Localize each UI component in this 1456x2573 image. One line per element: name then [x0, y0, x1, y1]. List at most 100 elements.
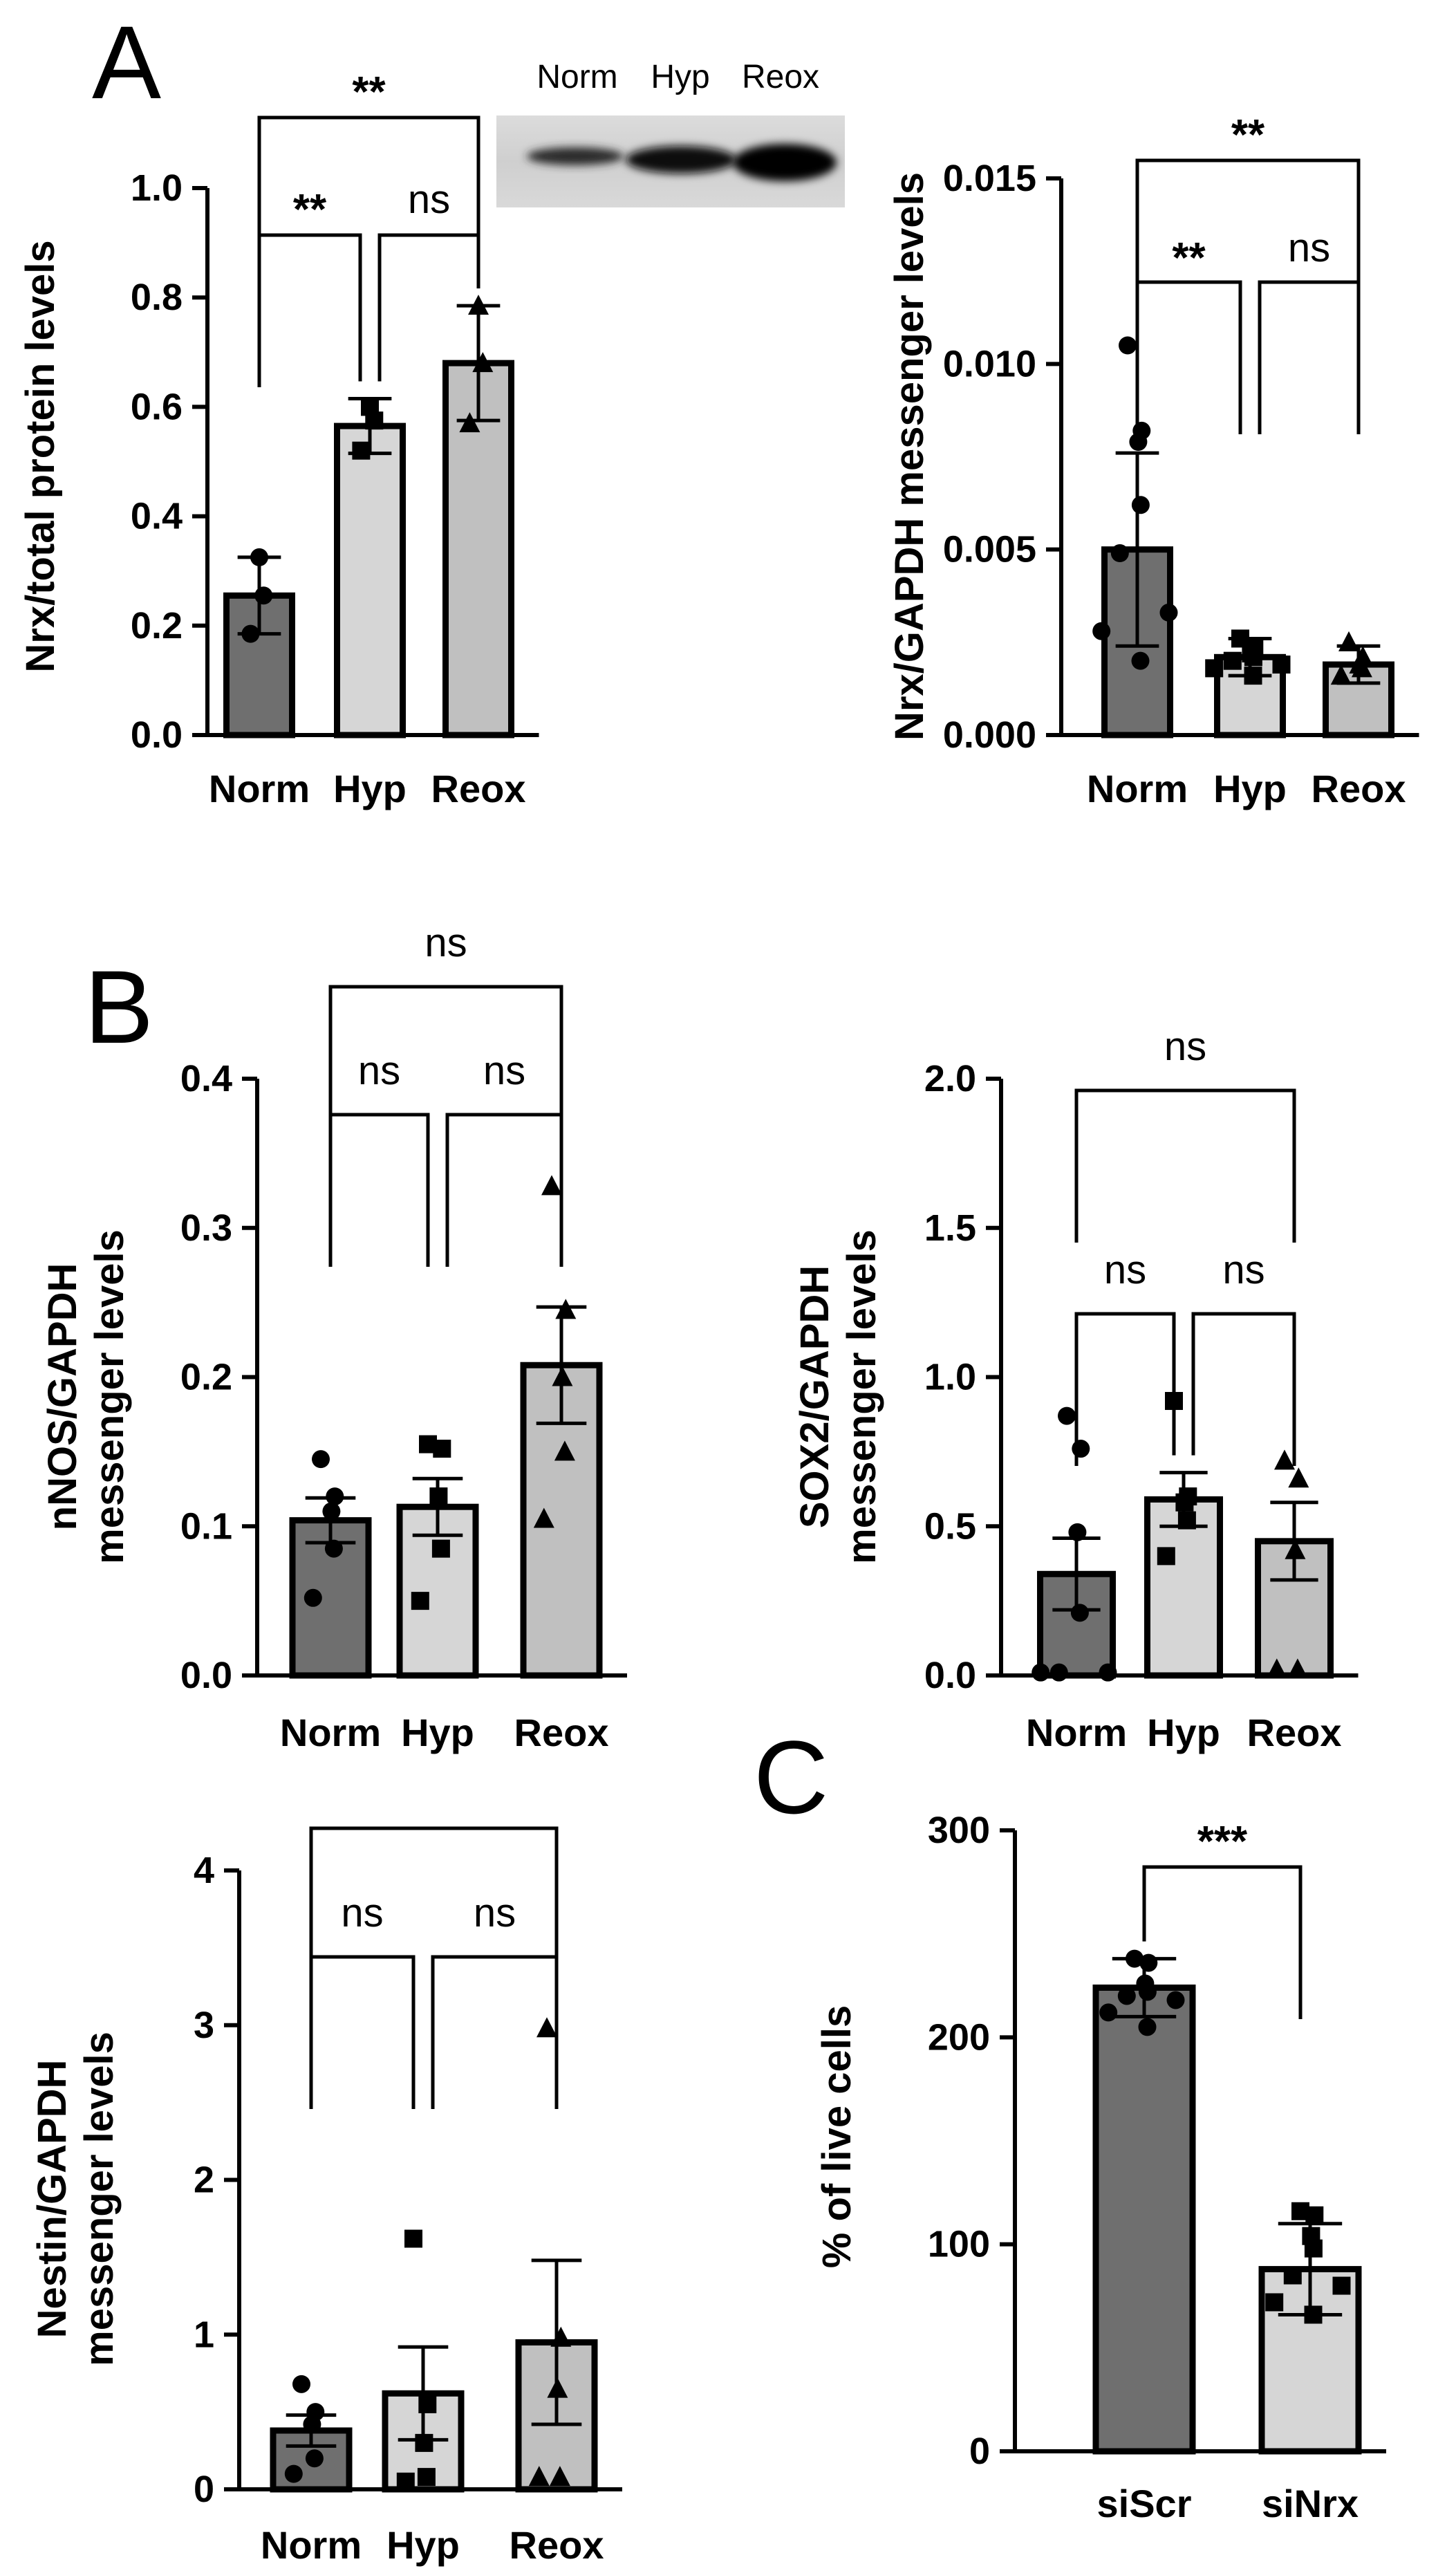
significance-bracket [328, 985, 563, 1139]
blot-band-hyp [626, 146, 736, 174]
y-tick-label: 4 [194, 1850, 214, 1891]
panel-letter-c: C [754, 1719, 828, 1835]
significance-bracket [257, 115, 480, 270]
data-point [312, 1450, 330, 1469]
significance-bracket [257, 233, 362, 387]
data-point [1338, 631, 1359, 651]
significance-bracket [309, 1955, 416, 2109]
y-tick-label: 0.2 [180, 1357, 232, 1398]
data-point [1265, 2293, 1284, 2312]
x-tick-label: Norm [209, 767, 310, 810]
x-tick-label: Reox [1312, 767, 1406, 810]
data-point [254, 586, 273, 605]
significance-label: ** [293, 186, 327, 234]
significance-bracket [1258, 280, 1361, 434]
significance-label: ** [1231, 111, 1265, 159]
data-point [541, 1175, 562, 1196]
y-axis-label: SOX2/GAPDH [792, 1265, 837, 1528]
y-tick-label: 0.4 [131, 496, 183, 537]
data-point [1274, 1449, 1295, 1470]
y-axis-label: messenger levels [839, 1229, 884, 1564]
y-tick-label: 0.5 [924, 1505, 976, 1547]
panel-letter-a: A [92, 4, 161, 120]
y-tick-label: 0.005 [943, 529, 1036, 570]
data-point [1223, 651, 1242, 670]
y-tick-label: 0.1 [180, 1505, 232, 1547]
significance-bracket [1135, 158, 1361, 313]
y-tick-label: 0.0 [180, 1655, 232, 1696]
significance-bracket [328, 1113, 430, 1267]
x-tick-label: Hyp [1147, 1711, 1220, 1754]
x-tick-label: siNrx [1262, 2482, 1359, 2525]
data-point [528, 2466, 550, 2487]
y-tick-label: 0.015 [943, 158, 1036, 199]
x-tick-label: Norm [1087, 767, 1188, 810]
data-point [1092, 622, 1111, 640]
x-tick-label: Hyp [386, 2523, 460, 2567]
y-tick-label: 300 [928, 1810, 990, 1851]
data-point [305, 2449, 324, 2468]
western-blot: Norm Hyp Reox [496, 59, 845, 207]
data-point [1287, 1658, 1308, 1679]
data-point [404, 2229, 422, 2248]
x-tick-label: Norm [280, 1711, 381, 1754]
significance-bracket [1191, 1312, 1296, 1466]
y-tick-label: 1.0 [924, 1357, 976, 1398]
x-tick-label: Hyp [333, 767, 407, 810]
y-tick-label: 0.000 [943, 714, 1036, 756]
data-point [431, 1539, 450, 1558]
panel-letter-b: B [84, 949, 153, 1065]
x-tick-label: Reox [431, 767, 526, 810]
y-tick-label: 0 [194, 2469, 214, 2510]
y-tick-label: 0.6 [131, 386, 183, 427]
significance-label: ns [1288, 225, 1330, 270]
data-point [1304, 2239, 1323, 2258]
y-tick-label: 0.4 [180, 1058, 232, 1099]
significance-label: ns [341, 1891, 383, 1935]
significance-bracket [309, 1826, 559, 1980]
y-tick-label: 0 [969, 2431, 990, 2472]
chart-a2: 0.000 0.005 0.010 0.015 Norm Hyp Reox Nrx/GAPDH… [887, 111, 1419, 810]
y-axis-label: % of live cells [814, 2005, 859, 2268]
data-point [304, 1588, 322, 1607]
data-point [433, 1440, 451, 1458]
y-tick-label: 1.0 [131, 167, 183, 209]
blot-band-reox [733, 144, 837, 181]
x-tick-label: siScr [1097, 2482, 1192, 2525]
bar-reox [442, 360, 514, 739]
data-point [292, 2375, 310, 2393]
data-point [1072, 1440, 1090, 1458]
significance-bracket [1074, 1312, 1176, 1466]
data-point [536, 2017, 557, 2038]
chart-b3: 0 1 2 3 4 Norm Hyp Reox Nestin/GAPDH messenger le… [30, 1826, 622, 2567]
data-point [1138, 1982, 1157, 2001]
x-tick-label: Reox [510, 2523, 604, 2567]
data-point [1305, 2206, 1324, 2224]
data-point [1058, 1406, 1076, 1425]
data-point [1205, 659, 1224, 678]
data-point [1266, 1658, 1287, 1679]
significance-label: *** [1197, 1818, 1248, 1866]
data-point [1139, 1953, 1158, 1972]
y-tick-label: 1 [194, 2314, 214, 2355]
data-point [1157, 1547, 1175, 1566]
significance-label: ns [358, 1048, 400, 1093]
y-tick-label: 0.2 [131, 605, 183, 647]
data-point [1288, 1467, 1309, 1488]
y-tick-label: 3 [194, 2005, 214, 2046]
x-tick-label: Reox [1247, 1711, 1342, 1754]
significance-bracket [1142, 1865, 1303, 2019]
x-tick-label: Reox [514, 1711, 609, 1754]
data-point [1032, 1663, 1050, 1682]
data-point [396, 2472, 415, 2491]
data-point [1283, 2266, 1302, 2285]
y-axis-label: Nestin/GAPDH [30, 2060, 75, 2339]
data-point [1131, 651, 1150, 670]
data-point [365, 411, 384, 430]
data-point [1332, 2276, 1351, 2295]
y-axis-label: Nrx/total protein levels [18, 240, 63, 672]
y-axis-label: nNOS/GAPDH [40, 1263, 85, 1531]
chart-b2: 0.0 0.5 1.0 1.5 2.0 Norm Hyp Reox SOX2/GAPDH mess… [792, 1024, 1359, 1754]
significance-bracket [377, 233, 480, 382]
y-tick-label: 100 [928, 2224, 990, 2265]
